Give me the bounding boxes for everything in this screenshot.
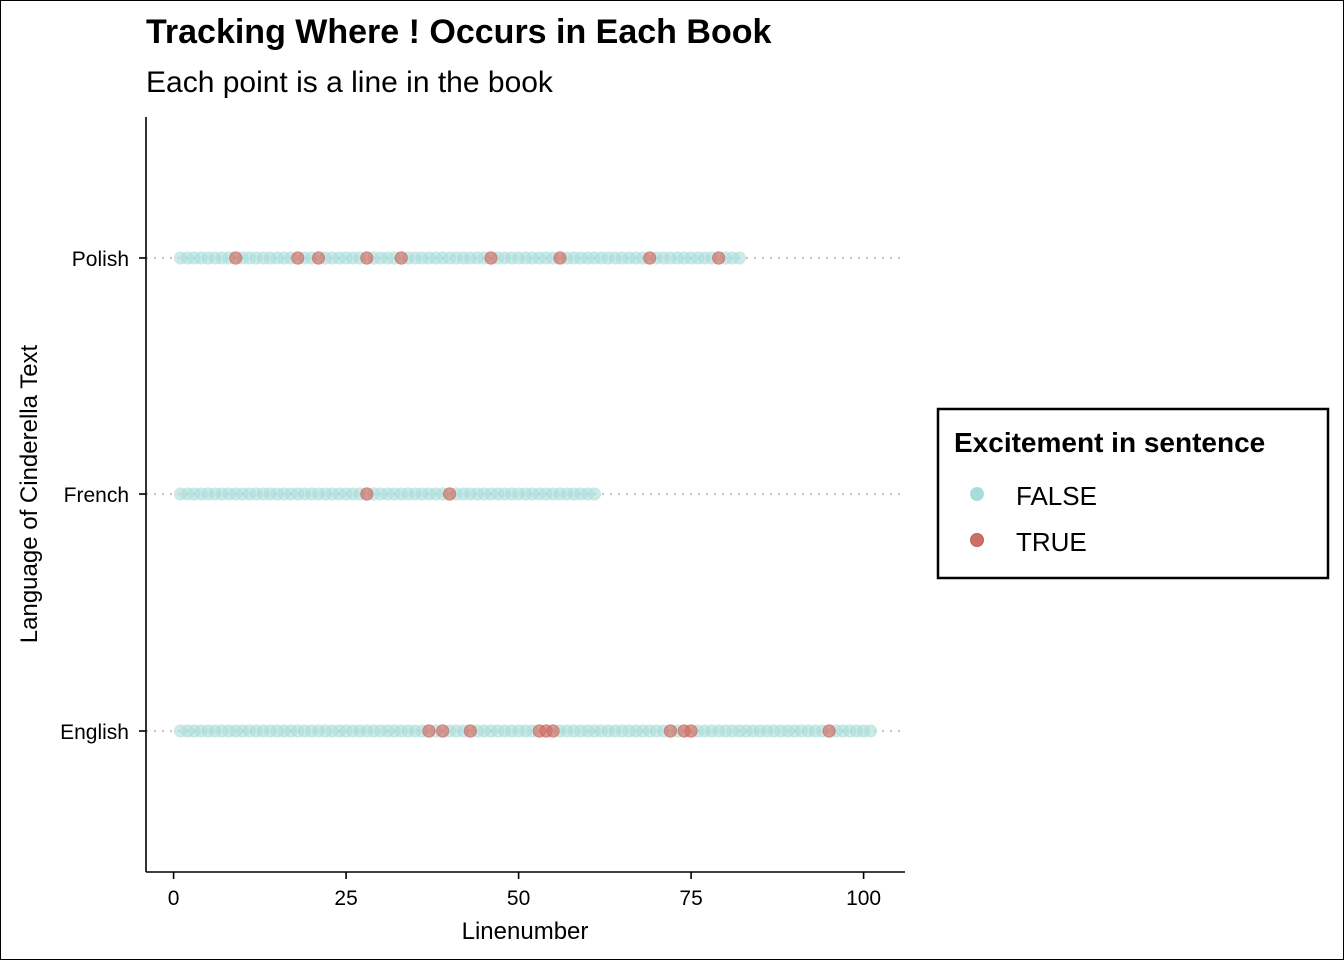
point-polish-true bbox=[553, 251, 567, 265]
chart-title: Tracking Where ! Occurs in Each Book bbox=[146, 13, 771, 51]
point-french-true bbox=[360, 487, 374, 501]
legend-marker-true bbox=[970, 533, 984, 547]
point-polish-true bbox=[311, 251, 326, 265]
point-english-true bbox=[822, 724, 836, 738]
point-english-true bbox=[684, 724, 698, 738]
legend-marker-false bbox=[970, 487, 984, 501]
legend-label-true: TRUE bbox=[1016, 527, 1087, 557]
point-polish-true bbox=[291, 251, 305, 265]
point-french-true bbox=[442, 487, 457, 501]
point-polish-false bbox=[732, 251, 747, 265]
legend-box bbox=[936, 407, 1330, 580]
y-tick-label: English bbox=[60, 721, 129, 744]
point-polish-true bbox=[712, 251, 726, 265]
y-axis-title: Language of Cinderella Text bbox=[16, 344, 43, 643]
point-polish-true bbox=[360, 251, 374, 265]
y-axis-ticks: English French Polish bbox=[60, 248, 146, 744]
x-tick-label: 50 bbox=[507, 887, 530, 910]
x-tick-label: 100 bbox=[846, 887, 881, 910]
point-polish-true bbox=[229, 251, 243, 265]
data-points bbox=[173, 251, 878, 738]
legend-label-false: FALSE bbox=[1016, 481, 1097, 511]
x-axis-ticks: 0 25 50 75 100 bbox=[168, 872, 881, 910]
point-french-false bbox=[587, 487, 602, 501]
chart-subtitle: Each point is a line in the book bbox=[146, 66, 554, 99]
y-tick-label: French bbox=[64, 484, 129, 507]
x-tick-label: 0 bbox=[168, 887, 180, 910]
x-tick-label: 25 bbox=[334, 887, 357, 910]
point-english-true bbox=[663, 724, 678, 738]
point-english-false bbox=[863, 724, 878, 738]
point-polish-true bbox=[484, 251, 498, 265]
point-polish-true bbox=[394, 251, 408, 265]
x-tick-label: 75 bbox=[679, 887, 702, 910]
point-english-true bbox=[463, 724, 477, 738]
point-english-true bbox=[422, 724, 436, 738]
point-english-true bbox=[436, 724, 450, 738]
x-axis-title: Linenumber bbox=[462, 918, 589, 945]
y-tick-label: Polish bbox=[72, 248, 129, 271]
point-polish-true bbox=[643, 251, 657, 265]
legend-title: Excitement in sentence bbox=[954, 427, 1265, 458]
legend: Excitement in sentence FALSE TRUE bbox=[936, 407, 1330, 580]
point-english-true bbox=[546, 724, 560, 738]
